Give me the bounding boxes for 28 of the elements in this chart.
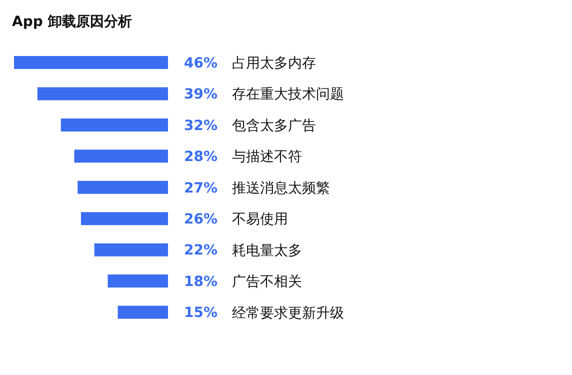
data-label: 46% — [184, 55, 218, 72]
data-label: 22% — [184, 242, 218, 259]
y-tick-label: 不易使用 — [232, 212, 288, 228]
bar — [118, 306, 168, 319]
chart-title: App 卸载原因分析 — [11, 13, 133, 32]
data-label: 18% — [184, 274, 218, 290]
bar — [78, 180, 168, 194]
bar — [108, 274, 168, 288]
data-label: 32% — [184, 118, 218, 134]
bar — [74, 150, 168, 163]
y-tick-label: 经常要求更新升级 — [232, 305, 344, 322]
bar — [60, 118, 168, 132]
data-label: 39% — [184, 86, 218, 103]
y-tick-label: 包含太多广告 — [232, 118, 316, 134]
data-label: 27% — [184, 180, 218, 196]
data-label: 15% — [184, 305, 218, 322]
data-label: 26% — [184, 212, 218, 228]
y-tick-label: 推送消息太频繁 — [232, 180, 330, 196]
bar — [37, 87, 168, 100]
y-tick-label: 耗电量太多 — [232, 242, 302, 259]
y-tick-label: 存在重大技术问题 — [232, 86, 344, 103]
y-tick-label: 占用太多内存 — [232, 56, 316, 72]
y-tick-label: 广告不相关 — [232, 274, 302, 290]
bar — [14, 56, 168, 69]
y-tick-label: 与描述不符 — [232, 149, 302, 166]
data-label: 28% — [184, 149, 218, 166]
bar — [80, 212, 168, 226]
bar — [94, 243, 168, 256]
